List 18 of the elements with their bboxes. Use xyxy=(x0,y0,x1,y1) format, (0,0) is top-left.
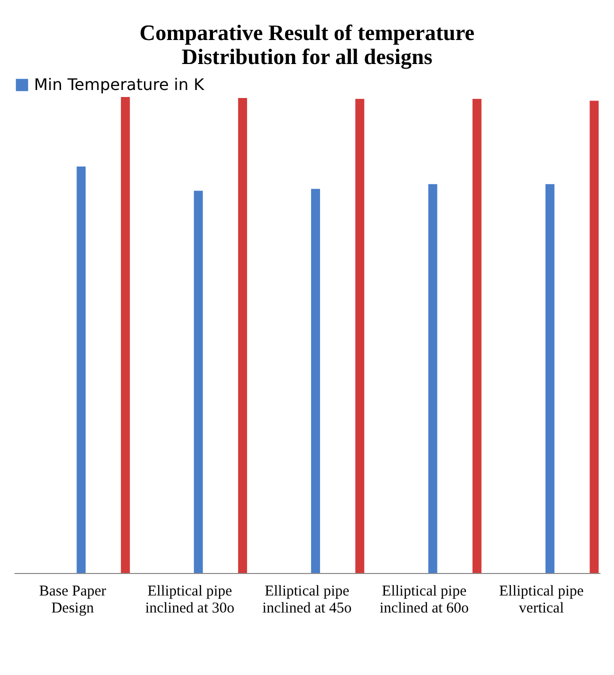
x-tick-label: Elliptical pipe inclined at 45o xyxy=(262,584,352,616)
bar xyxy=(472,98,482,573)
bar xyxy=(355,98,364,573)
bar xyxy=(76,166,86,573)
legend-label: Min Temperature in K xyxy=(34,75,205,94)
bar xyxy=(590,100,599,573)
bar xyxy=(238,98,248,573)
x-tick-label: Elliptical pipe inclined at 60o xyxy=(380,584,469,616)
x-tick-label: Elliptical pipe vertical xyxy=(499,584,584,616)
text: Comparative Result of temperature xyxy=(139,20,475,45)
bar xyxy=(120,97,130,573)
x-tick-label: Base Paper Design xyxy=(39,584,106,616)
bar xyxy=(428,184,438,573)
x-tick-label: Elliptical pipe inclined at 30o xyxy=(145,584,234,616)
bar xyxy=(545,184,554,573)
bar xyxy=(194,190,203,573)
bar xyxy=(311,188,320,573)
text: Distribution for all designs xyxy=(182,44,432,69)
